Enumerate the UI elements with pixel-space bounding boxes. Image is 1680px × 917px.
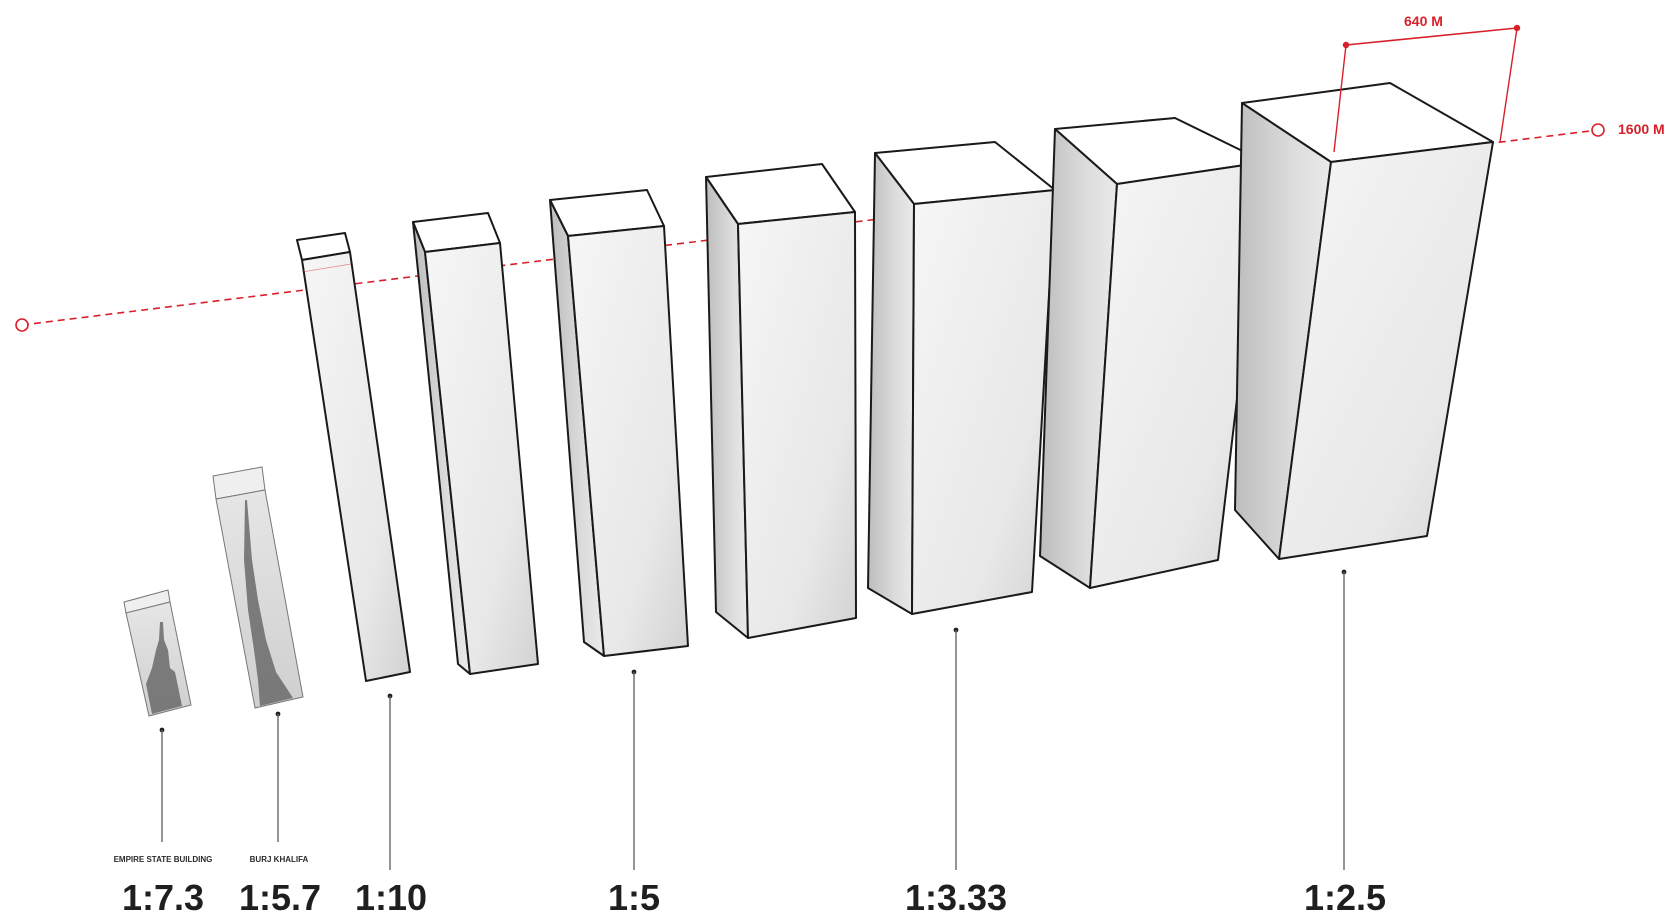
- ratio-label-empire-state: 1:7.3: [122, 877, 204, 917]
- width-extension-left: [1333, 44, 1347, 153]
- leader-1-10: [387, 693, 393, 870]
- height-line-start-marker: [15, 318, 29, 332]
- tower-1-25: [1234, 82, 1494, 560]
- leader-1-25: [1341, 569, 1347, 870]
- tower-empire-state: [123, 589, 192, 717]
- width-dimension-dot-right: [1513, 24, 1521, 32]
- height-line-end-marker: [1591, 123, 1605, 137]
- tower-4: [705, 163, 857, 639]
- leader-lines: [159, 569, 1347, 870]
- building-name-burj-khalifa: BURJ KHALIFA: [250, 855, 309, 864]
- leader-1-5: [631, 669, 637, 870]
- empire-state-silhouette: [146, 622, 182, 714]
- ratio-label-burj-khalifa: 1:5.7: [239, 877, 321, 917]
- ratio-label-1-10: 1:10: [355, 877, 427, 917]
- width-dimension: [1333, 24, 1521, 153]
- tower-1-10: [296, 232, 411, 682]
- tower-burj-khalifa: [212, 466, 304, 709]
- tower-6: [1039, 117, 1266, 589]
- width-dimension-dot-left: [1342, 41, 1350, 49]
- ratio-label-1-5: 1:5: [608, 877, 660, 917]
- tower-2: [412, 212, 539, 675]
- width-extension-right: [1499, 27, 1518, 143]
- leader-burj-khalifa: [275, 711, 281, 842]
- building-name-empire-state: EMPIRE STATE BUILDING: [114, 855, 213, 864]
- tower-1-5: [549, 189, 689, 657]
- height-line-label: 1600 M: [1618, 121, 1665, 137]
- ratio-label-1-333: 1:3.33: [905, 877, 1007, 917]
- leader-empire-state: [159, 727, 165, 842]
- tower-1-333: [867, 141, 1056, 615]
- width-dimension-line: [1345, 27, 1518, 46]
- burj-khalifa-silhouette: [244, 500, 293, 706]
- width-dimension-label: 640 M: [1404, 13, 1443, 29]
- ratio-label-1-25: 1:2.5: [1304, 877, 1386, 917]
- leader-1-333: [953, 627, 959, 870]
